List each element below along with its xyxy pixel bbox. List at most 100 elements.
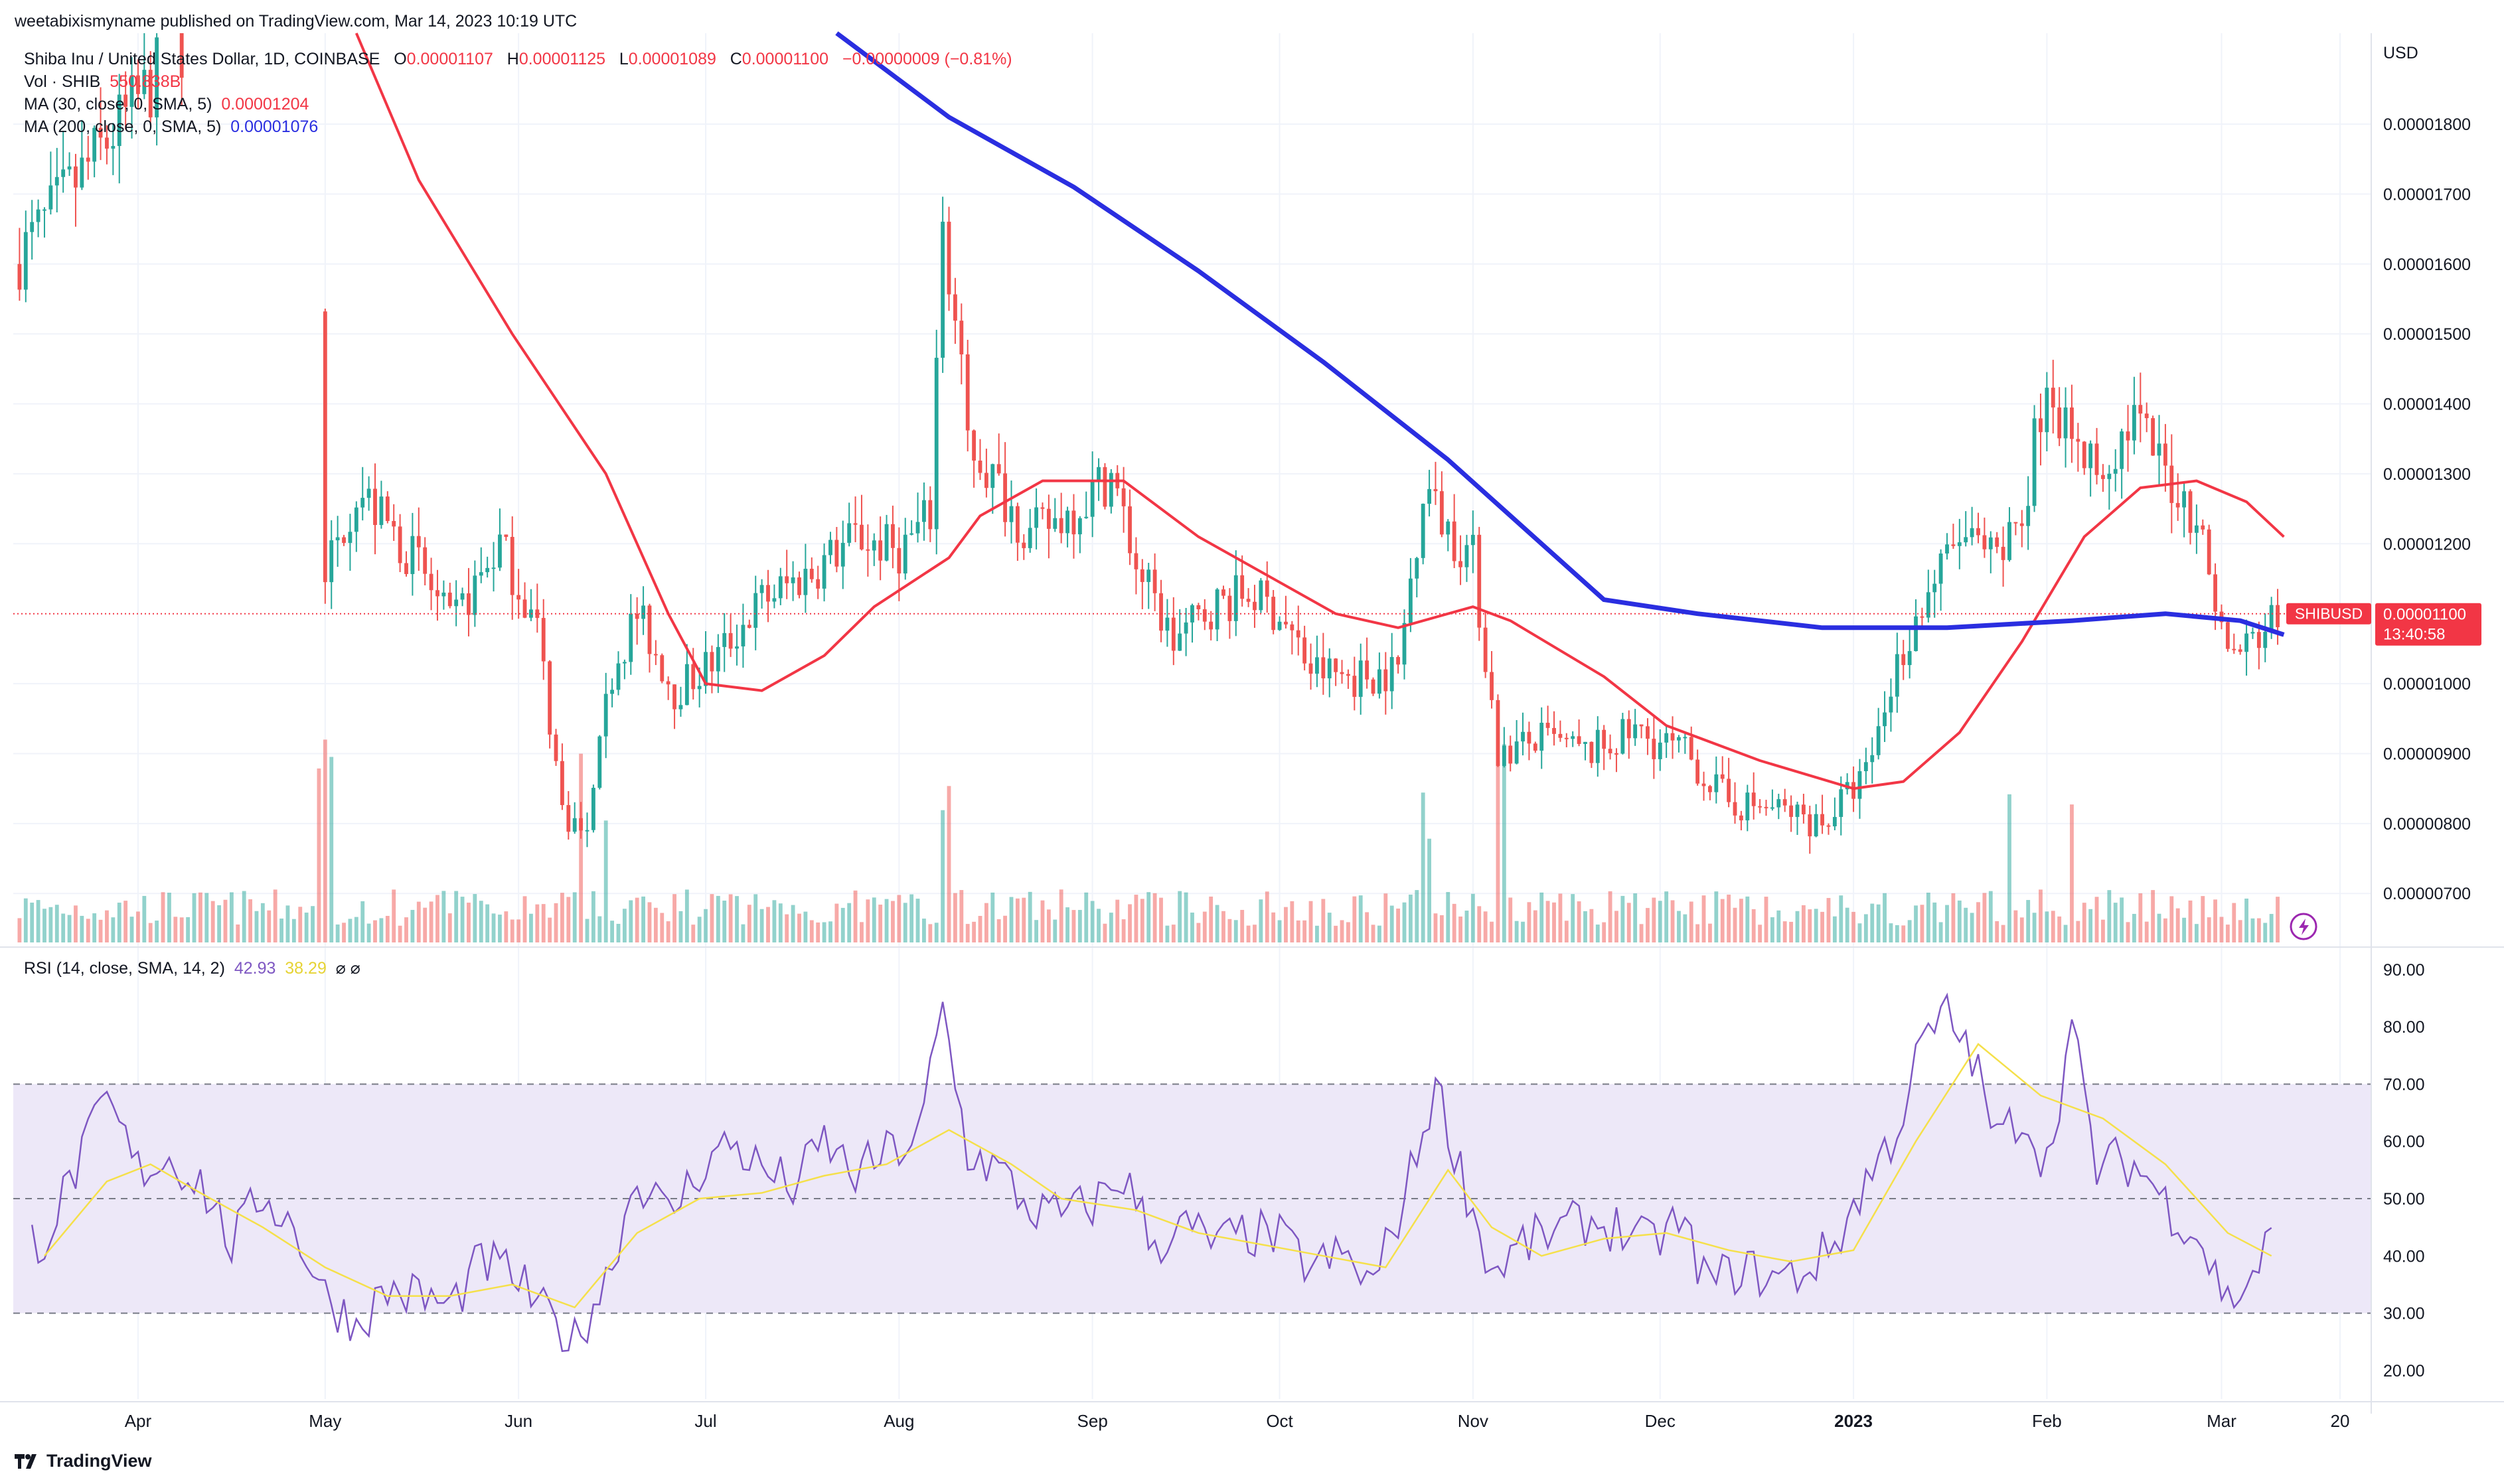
time-tick-label: May bbox=[309, 1411, 341, 1431]
candle-body bbox=[1976, 528, 1980, 536]
volume-bar bbox=[2088, 909, 2093, 942]
candle-body bbox=[603, 694, 608, 737]
volume-bar bbox=[74, 905, 78, 942]
candle-body bbox=[1970, 528, 1974, 538]
candle-body bbox=[1178, 633, 1182, 651]
candle-body bbox=[17, 263, 22, 290]
candle-body bbox=[354, 507, 358, 532]
volume-bar bbox=[416, 901, 421, 942]
candle-body bbox=[2225, 622, 2230, 649]
volume-bar bbox=[2032, 913, 2037, 942]
candle-body bbox=[2144, 413, 2149, 419]
volume-bar bbox=[385, 916, 390, 942]
candle-body bbox=[984, 473, 988, 488]
candle-body bbox=[653, 654, 658, 656]
volume-bar bbox=[136, 911, 140, 942]
candle-body bbox=[1614, 753, 1618, 755]
candle-body bbox=[1770, 807, 1774, 809]
volume-bar bbox=[1259, 899, 1263, 942]
volume-bar bbox=[1583, 911, 1587, 942]
candle-body bbox=[447, 592, 452, 607]
price-tick-label: 0.00000800 bbox=[2383, 815, 2471, 834]
volume-bar bbox=[161, 892, 165, 942]
volume-bar bbox=[2238, 920, 2242, 942]
volume-bar bbox=[660, 913, 665, 942]
candle-body bbox=[2101, 475, 2105, 479]
volume-bar bbox=[335, 924, 340, 942]
candle-body bbox=[1159, 593, 1163, 631]
candle-body bbox=[610, 690, 615, 694]
candle-body bbox=[1146, 569, 1151, 582]
candle-body bbox=[1346, 674, 1350, 676]
candle-body bbox=[697, 686, 702, 690]
ma200-row[interactable]: MA (200, close, 0, SMA, 5) 0.00001076 bbox=[24, 115, 1012, 138]
rsi-tick-label: 60.00 bbox=[2383, 1133, 2425, 1151]
candle-body bbox=[1733, 802, 1737, 816]
volume-bar bbox=[1589, 909, 1594, 942]
volume-bar bbox=[1402, 902, 1407, 942]
volume-bar bbox=[504, 911, 509, 942]
low-label: L bbox=[619, 50, 629, 68]
volume-bar bbox=[30, 903, 35, 942]
volume-bar bbox=[1808, 909, 1812, 942]
candle-body bbox=[860, 524, 864, 550]
candles bbox=[17, 33, 2280, 854]
volume-bar bbox=[1034, 920, 1038, 942]
volume-bar bbox=[1733, 907, 1737, 942]
open-label: O bbox=[394, 50, 407, 68]
volume-bar bbox=[2201, 896, 2205, 942]
candle-body bbox=[753, 593, 758, 628]
volume-bar bbox=[1140, 899, 1144, 942]
candle-body bbox=[965, 354, 970, 431]
candle-body bbox=[1009, 506, 1014, 522]
tradingview-footer[interactable]: TradingView bbox=[15, 1451, 152, 1471]
volume-bar bbox=[2163, 918, 2167, 942]
volume-bar bbox=[922, 919, 926, 942]
candle-body bbox=[2201, 525, 2205, 530]
candle-body bbox=[379, 496, 384, 526]
volume-bar bbox=[167, 893, 171, 942]
candle-body bbox=[48, 185, 53, 210]
candle-body bbox=[1502, 745, 1506, 767]
volume-bar bbox=[1789, 921, 1794, 942]
rsi-tick-label: 90.00 bbox=[2383, 961, 2425, 980]
volume-bar bbox=[666, 921, 670, 942]
volume-bar bbox=[1745, 896, 1750, 942]
volume-bar bbox=[1115, 899, 1120, 942]
volume-bar bbox=[1782, 921, 1787, 942]
time-tick-label: 20 bbox=[2331, 1411, 2350, 1431]
candle-body bbox=[2256, 632, 2261, 648]
time-tick-label: Feb bbox=[2032, 1411, 2062, 1431]
candle-body bbox=[1870, 755, 1875, 763]
candle-body bbox=[348, 532, 352, 544]
candle-body bbox=[2263, 631, 2268, 648]
volume-bar bbox=[1046, 909, 1051, 942]
tradingview-logo-icon bbox=[15, 1453, 37, 1469]
volume-bar bbox=[1564, 921, 1569, 942]
candle-body bbox=[1452, 521, 1456, 561]
volume-bar bbox=[1502, 744, 1506, 942]
candle-body bbox=[1708, 786, 1712, 792]
volume-bar bbox=[179, 917, 184, 942]
volume-bar bbox=[847, 903, 852, 942]
volume-bar bbox=[891, 901, 895, 942]
candle-body bbox=[1564, 737, 1569, 739]
ma30-row[interactable]: MA (30, close, 0, SMA, 5) 0.00001204 bbox=[24, 93, 1012, 115]
candle-body bbox=[522, 599, 527, 618]
candle-body bbox=[1277, 621, 1282, 631]
candle-body bbox=[1240, 575, 1245, 599]
candle-body bbox=[1938, 554, 1943, 584]
volume-bar bbox=[304, 913, 309, 942]
candle-body bbox=[98, 127, 103, 138]
candle-body bbox=[1246, 599, 1251, 602]
rsi-legend[interactable]: RSI (14, close, SMA, 14, 2) 42.93 38.29 … bbox=[24, 958, 360, 978]
rsi-tick-label: 40.00 bbox=[2383, 1247, 2425, 1266]
candle-body bbox=[1046, 508, 1051, 529]
volume-bar bbox=[1602, 922, 1606, 942]
volume-bar bbox=[1814, 909, 1818, 942]
symbol-row[interactable]: Shiba Inu / United States Dollar, 1D, CO… bbox=[24, 48, 1012, 70]
volume-row[interactable]: Vol · SHIB 550.838B bbox=[24, 70, 1012, 93]
candle-body bbox=[1053, 518, 1057, 529]
candle-body bbox=[847, 523, 852, 543]
